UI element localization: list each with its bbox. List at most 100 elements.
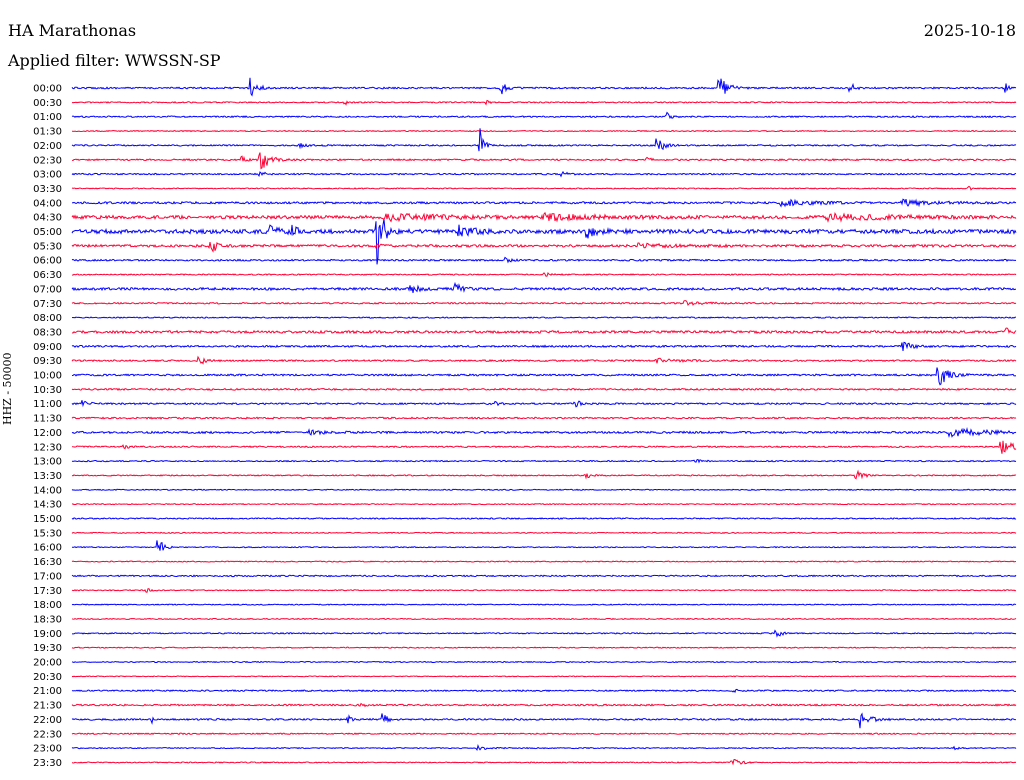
time-label-1130: 11:30 [33,414,62,425]
time-label-0200: 02:00 [33,141,62,152]
time-label-0630: 06:30 [33,270,62,281]
time-label-1100: 11:00 [33,399,62,410]
time-label-0300: 03:00 [33,170,62,181]
trace-1200 [71,427,1017,438]
time-label-1330: 13:30 [33,471,62,482]
time-label-0500: 05:00 [33,227,62,238]
trace-2330 [71,758,1017,766]
time-label-1930: 19:30 [33,643,62,654]
trace-lines [71,77,1017,766]
time-label-0230: 02:30 [33,155,62,166]
time-label-0900: 09:00 [33,342,62,353]
trace-1400 [71,488,1017,491]
time-label-1200: 12:00 [33,428,62,439]
trace-2200 [71,712,1017,729]
trace-1930 [71,646,1017,649]
time-label-0700: 07:00 [33,284,62,295]
trace-1130 [71,416,1017,420]
time-label-2130: 21:30 [33,701,62,712]
time-label-0100: 01:00 [33,112,62,123]
trace-1500 [71,517,1017,520]
time-label-0130: 01:30 [33,127,62,138]
trace-0000 [71,77,1017,97]
trace-0500 [71,219,1017,265]
trace-1330 [71,469,1017,480]
time-label-0000: 00:00 [33,84,62,95]
trace-1300 [71,458,1017,464]
trace-0030 [71,99,1017,106]
trace-0200 [71,128,1017,152]
time-label-0430: 04:30 [33,213,62,224]
time-label-1030: 10:30 [33,385,62,396]
trace-2030 [71,675,1017,678]
time-label-2200: 22:00 [33,715,62,726]
trace-2000 [71,660,1017,664]
time-label-1630: 16:30 [33,557,62,568]
time-label-2330: 23:30 [33,758,62,769]
time-label-1400: 14:00 [33,485,62,496]
plot-date: 2025-10-18 [923,21,1016,40]
trace-1800 [71,603,1017,606]
trace-0900 [71,341,1017,352]
trace-1230 [71,440,1017,454]
trace-0400 [71,198,1017,208]
trace-0730 [71,300,1017,306]
time-label-0600: 06:00 [33,256,62,267]
trace-2300 [71,744,1017,751]
time-label-2230: 22:30 [33,729,62,740]
trace-0430 [71,211,1017,223]
trace-1730 [71,588,1017,593]
time-label-0030: 00:30 [33,98,62,109]
trace-0300 [71,170,1017,178]
time-label-0830: 08:30 [33,327,62,338]
time-label-1830: 18:30 [33,614,62,625]
time-label-1530: 15:30 [33,528,62,539]
trace-0100 [71,111,1017,120]
trace-2230 [71,732,1017,736]
trace-1030 [71,387,1017,391]
time-label-1000: 10:00 [33,371,62,382]
trace-0330 [71,185,1017,191]
trace-1900 [71,629,1017,638]
trace-0800 [71,316,1017,319]
time-label-0800: 08:00 [33,313,62,324]
trace-1600 [71,540,1017,551]
trace-0530 [71,241,1017,253]
trace-0700 [71,281,1017,293]
trace-0130 [71,129,1017,133]
trace-1530 [71,531,1017,535]
time-label-1600: 16:00 [33,543,62,554]
trace-1830 [71,617,1017,621]
station-title: HA Marathonas [8,21,137,40]
time-label-0400: 04:00 [33,198,62,209]
time-label-0330: 03:30 [33,184,62,195]
time-label-1800: 18:00 [33,600,62,611]
trace-1100 [71,400,1017,408]
trace-0230 [71,152,1017,170]
filter-label: Applied filter: WWSSN-SP [8,51,221,70]
trace-0830 [71,327,1017,335]
time-label-2300: 23:00 [33,744,62,755]
trace-2130 [71,702,1017,708]
time-label-0930: 09:30 [33,356,62,367]
trace-0930 [71,355,1017,365]
time-tick-labels: 00:00 00:30 01:00 01:30 02:00 02:30 03:00 03:30… [33,84,62,769]
trace-1630 [71,560,1017,563]
trace-0630 [71,272,1017,277]
trace-1000 [71,367,1017,386]
trace-1430 [71,502,1017,506]
time-label-1730: 17:30 [33,586,62,597]
trace-1700 [71,574,1017,578]
time-label-1430: 14:30 [33,500,62,511]
time-label-0530: 05:30 [33,241,62,252]
time-label-2030: 20:30 [33,672,62,683]
time-label-2100: 21:00 [33,686,62,697]
time-label-1500: 15:00 [33,514,62,525]
time-label-1700: 17:00 [33,571,62,582]
trace-2100 [71,688,1017,694]
trace-0600 [71,256,1017,264]
time-label-1300: 13:00 [33,457,62,468]
time-label-1230: 12:30 [33,442,62,453]
time-label-2000: 20:00 [33,658,62,669]
